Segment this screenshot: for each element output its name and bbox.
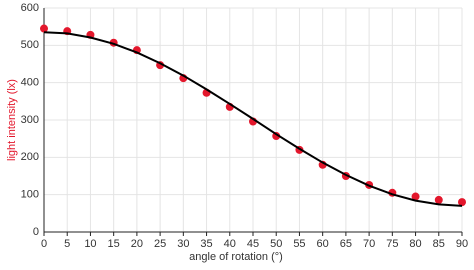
data-point — [411, 192, 420, 201]
x-tick-label: 35 — [200, 238, 212, 250]
x-tick-label: 10 — [84, 238, 96, 250]
x-tick-label: 75 — [386, 238, 398, 250]
x-tick-label: 50 — [270, 238, 282, 250]
x-tick-label: 60 — [317, 238, 329, 250]
x-tick-label: 65 — [340, 238, 352, 250]
x-tick-label: 70 — [363, 238, 375, 250]
y-tick-label: 100 — [21, 189, 39, 201]
x-tick-label: 15 — [108, 238, 120, 250]
data-point — [40, 24, 48, 33]
y-tick-label: 0 — [33, 226, 39, 238]
x-tick-label: 85 — [433, 238, 445, 250]
x-tick-label: 80 — [409, 238, 421, 250]
x-tick-label: 55 — [293, 238, 305, 250]
x-tick-label: 5 — [64, 238, 70, 250]
y-tick-label: 400 — [21, 77, 39, 89]
x-tick-label: 30 — [177, 238, 189, 250]
y-tick-label: 300 — [21, 114, 39, 126]
x-tick-label: 90 — [456, 238, 468, 250]
x-tick-label: 40 — [224, 238, 236, 250]
y-tick-label: 500 — [21, 39, 39, 51]
x-tick-label: 20 — [131, 238, 143, 250]
data-point — [434, 195, 443, 204]
y-axis-label: light intensity (lx) — [6, 79, 18, 161]
fit-curve — [43, 31, 463, 207]
x-tick-label: 25 — [154, 238, 166, 250]
x-tick-label: 0 — [41, 238, 47, 250]
y-tick-label: 600 — [21, 2, 39, 14]
data-point — [458, 198, 466, 207]
x-axis-label: angle of rotation (°) — [189, 251, 283, 263]
y-tick-label: 200 — [21, 151, 39, 163]
x-tick-label: 45 — [247, 238, 259, 250]
